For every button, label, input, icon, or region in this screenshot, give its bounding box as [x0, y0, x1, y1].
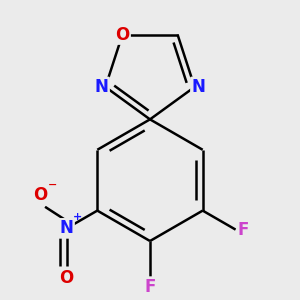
Text: F: F [144, 278, 156, 296]
Text: N: N [191, 78, 205, 96]
Text: O: O [33, 186, 47, 204]
Text: F: F [238, 220, 249, 238]
Text: O: O [59, 269, 74, 287]
Text: +: + [74, 212, 82, 222]
Text: N: N [60, 219, 74, 237]
Text: −: − [48, 180, 57, 190]
Text: O: O [115, 26, 130, 44]
Text: N: N [95, 78, 109, 96]
